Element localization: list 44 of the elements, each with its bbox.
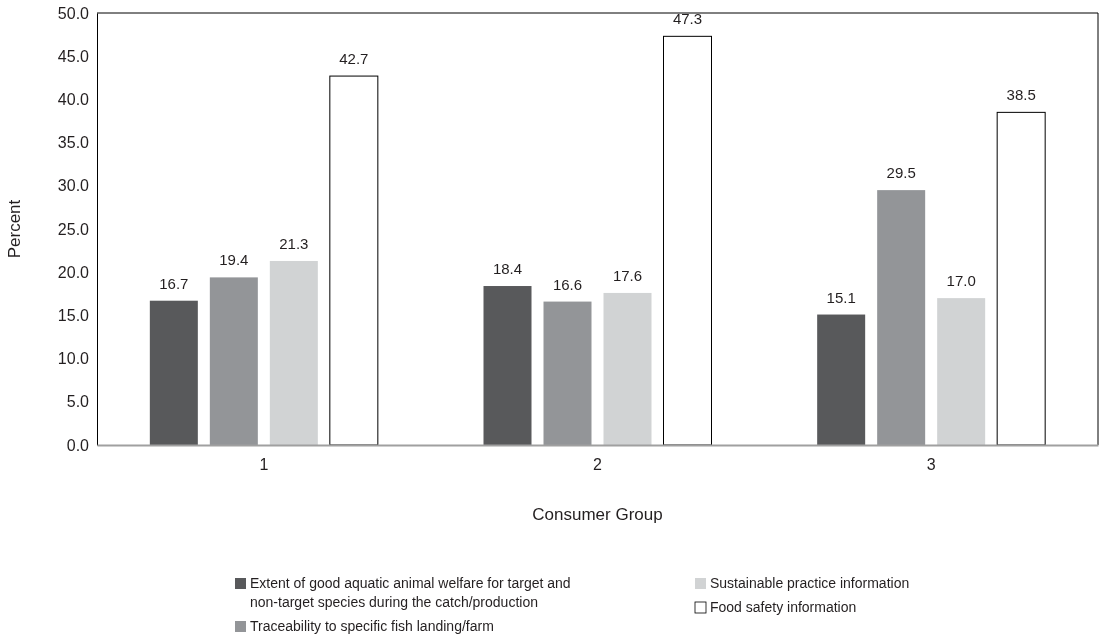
y-tick-label: 10.0 — [57, 350, 90, 368]
data-label: 29.5 — [886, 164, 916, 182]
y-tick-label: 30.0 — [57, 177, 90, 195]
bar — [937, 298, 986, 445]
bar — [817, 314, 866, 445]
y-axis-title: Percent — [5, 199, 24, 259]
data-label: 42.7 — [339, 50, 369, 68]
data-label: 19.4 — [219, 251, 249, 269]
y-tick-label: 45.0 — [57, 47, 90, 65]
bar — [996, 111, 1046, 446]
data-label: 15.1 — [826, 288, 856, 306]
y-tick-label: 35.0 — [57, 134, 90, 152]
data-label: 16.7 — [159, 274, 189, 292]
x-tick-label: 2 — [593, 456, 603, 474]
bar — [329, 75, 379, 446]
data-label: 17.6 — [612, 266, 643, 284]
x-tick-label: 1 — [259, 456, 269, 474]
y-tick-label: 15.0 — [57, 307, 90, 325]
y-tick-label: 25.0 — [57, 220, 90, 238]
data-label: 17.0 — [946, 272, 976, 290]
data-label: 21.3 — [279, 234, 309, 252]
bar — [603, 292, 652, 445]
data-label: 16.6 — [552, 275, 583, 293]
y-tick-label: 0.0 — [66, 436, 90, 454]
legend-label: Traceability to specific fish landing/farm — [250, 618, 494, 634]
bar — [663, 35, 712, 446]
data-label: 18.4 — [492, 260, 523, 278]
bar — [877, 190, 926, 445]
bar — [543, 301, 592, 445]
y-tick-label: 40.0 — [57, 91, 90, 109]
bar — [483, 286, 532, 445]
data-label: 47.3 — [672, 10, 703, 28]
x-axis-title: Consumer Group — [532, 505, 663, 524]
legend-label: Sustainable practice information — [710, 575, 910, 591]
data-label: 38.5 — [1006, 86, 1036, 104]
y-tick-label: 20.0 — [57, 263, 90, 281]
x-tick-label: 3 — [926, 456, 936, 474]
bar — [209, 277, 258, 445]
bar — [149, 300, 198, 445]
legend-label: Extent of good aquatic animal welfare for target and non-target species during the catch/production — [250, 575, 571, 610]
bar — [269, 260, 318, 445]
y-tick-label: 5.0 — [66, 393, 90, 411]
legend-label: Food safety information — [710, 599, 857, 615]
y-tick-label: 50.0 — [57, 4, 90, 22]
